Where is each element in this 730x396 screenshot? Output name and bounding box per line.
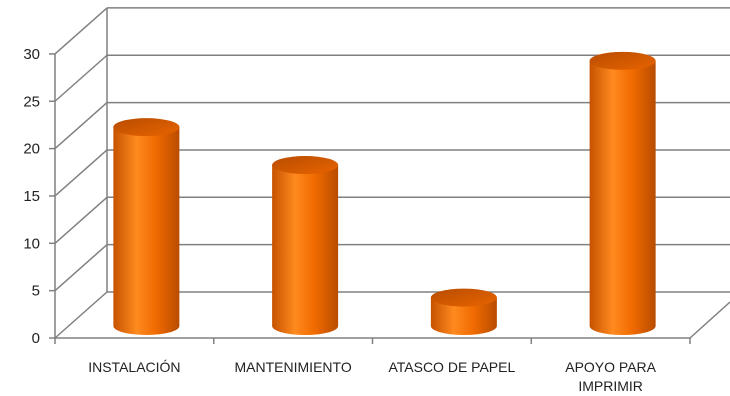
bar <box>272 156 339 335</box>
gridline-diagonal <box>54 244 108 292</box>
bar-body <box>589 60 656 336</box>
bar <box>113 118 180 335</box>
x-tick-label: INSTALACIÓN <box>88 359 180 375</box>
axes <box>49 53 691 344</box>
gridline-diagonal <box>54 7 108 55</box>
y-tick-label: 30 <box>23 46 40 63</box>
bar-body <box>113 127 180 335</box>
y-tick-label: 5 <box>32 283 40 300</box>
bar-cap <box>430 288 497 307</box>
bar-cap <box>113 118 180 137</box>
floor-side-edge <box>689 301 730 339</box>
y-tick-label: 15 <box>23 188 40 205</box>
y-tick-label: 10 <box>23 235 40 252</box>
bar-cap <box>272 156 339 175</box>
gridline-diagonal <box>54 149 108 197</box>
bar-body <box>272 165 339 335</box>
y-tick-label: 0 <box>32 330 40 347</box>
labels: 0 5 10 15 20 25 30 INSTALACIÓN MANTENIMIENTO ATAS… <box>23 46 656 394</box>
y-tick-label: 25 <box>23 93 40 110</box>
x-tick-label: APOYO PARA IMPRIMIR <box>565 359 656 394</box>
y-tick-label: 20 <box>23 141 40 158</box>
gridline-diagonal <box>54 196 108 244</box>
bars <box>113 51 656 336</box>
bar <box>589 51 656 336</box>
gridline-diagonal <box>54 54 108 102</box>
gridline-diagonal <box>54 291 108 339</box>
bar <box>430 288 497 335</box>
x-tick-label: MANTENIMIENTO <box>235 359 352 375</box>
bar-cap <box>589 51 656 70</box>
x-tick-label: ATASCO DE PAPEL <box>388 359 515 375</box>
bar-body <box>430 297 497 335</box>
gridline-diagonal <box>54 102 108 150</box>
